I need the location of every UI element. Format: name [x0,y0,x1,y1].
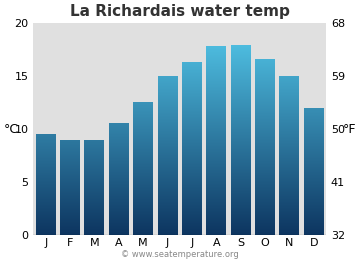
Text: © www.seatemperature.org: © www.seatemperature.org [121,250,239,259]
Y-axis label: °F: °F [342,123,356,136]
Title: La Richardais water temp: La Richardais water temp [70,4,290,19]
Y-axis label: °C: °C [4,123,19,136]
